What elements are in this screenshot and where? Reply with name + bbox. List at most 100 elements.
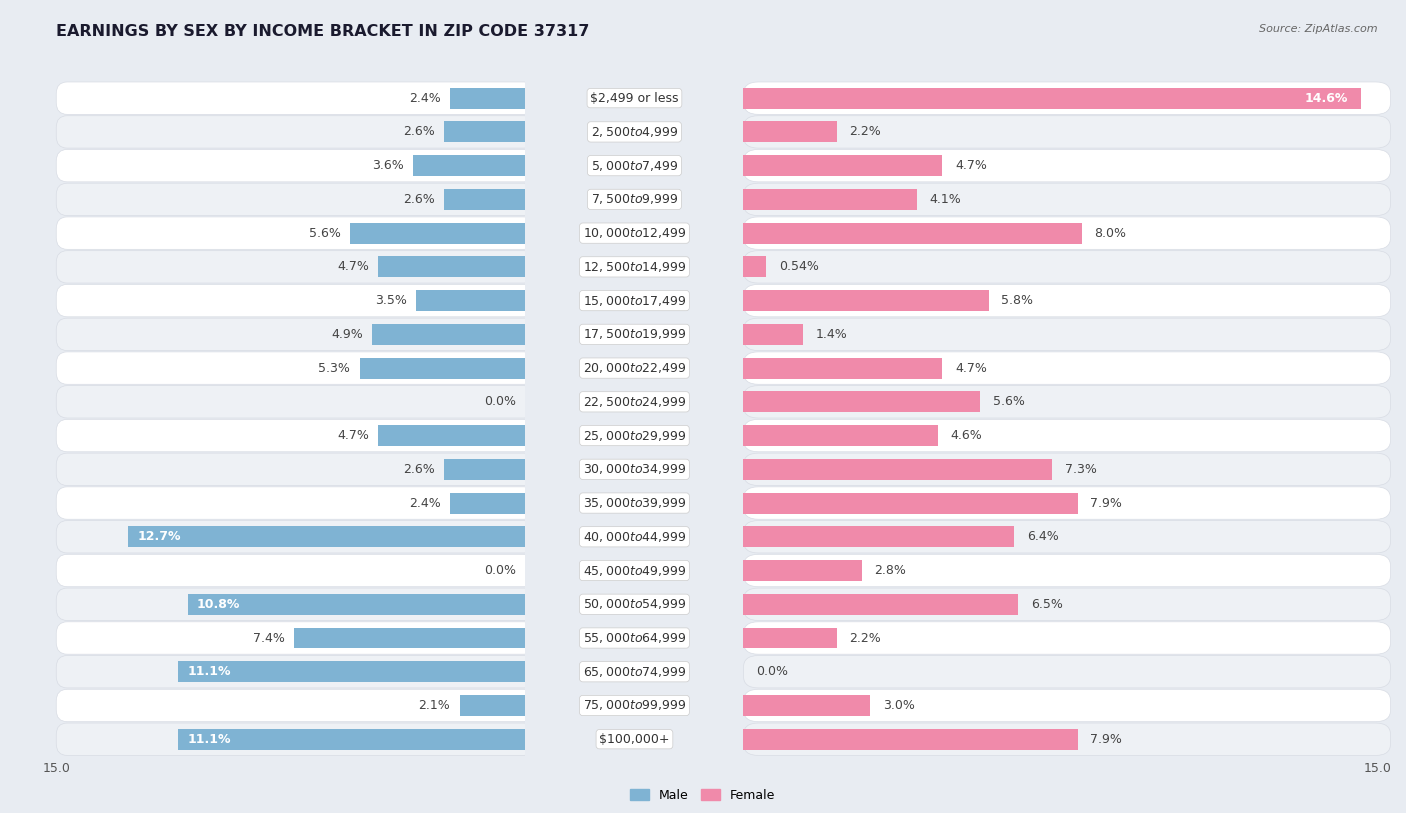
Text: 4.7%: 4.7%: [955, 159, 987, 172]
Text: 2.2%: 2.2%: [849, 125, 882, 138]
Bar: [744, 358, 942, 379]
Text: 1.4%: 1.4%: [815, 328, 848, 341]
Text: 6.5%: 6.5%: [1031, 598, 1063, 611]
Bar: [744, 324, 803, 345]
Text: 5.6%: 5.6%: [309, 227, 340, 240]
FancyBboxPatch shape: [56, 115, 534, 148]
FancyBboxPatch shape: [56, 655, 534, 688]
Bar: [187, 593, 526, 615]
Text: 5.8%: 5.8%: [1001, 294, 1033, 307]
Text: 12.7%: 12.7%: [138, 530, 181, 543]
Bar: [413, 155, 526, 176]
Bar: [744, 459, 1052, 480]
Text: 3.5%: 3.5%: [374, 294, 406, 307]
FancyBboxPatch shape: [744, 285, 1391, 317]
Text: 2.4%: 2.4%: [409, 497, 441, 510]
Text: 2.1%: 2.1%: [419, 699, 450, 712]
Text: $2,499 or less: $2,499 or less: [591, 92, 679, 105]
Text: 14.6%: 14.6%: [1305, 92, 1348, 105]
Bar: [744, 593, 1018, 615]
Text: 10.8%: 10.8%: [197, 598, 240, 611]
Text: 3.0%: 3.0%: [883, 699, 915, 712]
Bar: [444, 459, 526, 480]
Bar: [744, 223, 1081, 244]
Text: 2.6%: 2.6%: [404, 193, 434, 206]
Bar: [744, 628, 837, 649]
FancyBboxPatch shape: [56, 588, 534, 620]
FancyBboxPatch shape: [56, 723, 534, 755]
Text: 2.8%: 2.8%: [875, 564, 907, 577]
Bar: [179, 728, 526, 750]
Bar: [450, 88, 526, 109]
Bar: [744, 425, 938, 446]
Text: 4.7%: 4.7%: [337, 260, 368, 273]
Text: 0.0%: 0.0%: [484, 395, 516, 408]
FancyBboxPatch shape: [56, 352, 534, 385]
FancyBboxPatch shape: [56, 520, 534, 553]
Bar: [744, 189, 917, 210]
FancyBboxPatch shape: [56, 385, 534, 418]
Text: 5.6%: 5.6%: [993, 395, 1025, 408]
Text: 6.4%: 6.4%: [1026, 530, 1059, 543]
FancyBboxPatch shape: [744, 520, 1391, 553]
Bar: [128, 526, 526, 547]
Text: 11.1%: 11.1%: [187, 665, 231, 678]
FancyBboxPatch shape: [744, 115, 1391, 148]
FancyBboxPatch shape: [744, 655, 1391, 688]
FancyBboxPatch shape: [56, 420, 534, 452]
Bar: [744, 391, 980, 412]
Bar: [378, 256, 526, 277]
Text: 4.9%: 4.9%: [330, 328, 363, 341]
FancyBboxPatch shape: [744, 420, 1391, 452]
FancyBboxPatch shape: [56, 487, 534, 520]
Bar: [744, 493, 1077, 514]
Text: 4.7%: 4.7%: [955, 362, 987, 375]
Text: $10,000 to $12,499: $10,000 to $12,499: [582, 226, 686, 240]
Bar: [378, 425, 526, 446]
FancyBboxPatch shape: [744, 487, 1391, 520]
FancyBboxPatch shape: [56, 82, 534, 115]
FancyBboxPatch shape: [56, 217, 534, 250]
Text: 5.3%: 5.3%: [318, 362, 350, 375]
FancyBboxPatch shape: [744, 554, 1391, 587]
Text: 0.0%: 0.0%: [756, 665, 789, 678]
Text: 7.3%: 7.3%: [1064, 463, 1097, 476]
Text: 2.6%: 2.6%: [404, 463, 434, 476]
FancyBboxPatch shape: [744, 588, 1391, 620]
Text: $50,000 to $54,999: $50,000 to $54,999: [582, 598, 686, 611]
FancyBboxPatch shape: [56, 554, 534, 587]
FancyBboxPatch shape: [56, 285, 534, 317]
FancyBboxPatch shape: [744, 82, 1391, 115]
Text: $22,500 to $24,999: $22,500 to $24,999: [582, 395, 686, 409]
FancyBboxPatch shape: [744, 183, 1391, 215]
Text: $55,000 to $64,999: $55,000 to $64,999: [582, 631, 686, 645]
Bar: [294, 628, 526, 649]
Text: $12,500 to $14,999: $12,500 to $14,999: [582, 260, 686, 274]
Text: $25,000 to $29,999: $25,000 to $29,999: [583, 428, 686, 442]
FancyBboxPatch shape: [56, 183, 534, 215]
Text: $15,000 to $17,499: $15,000 to $17,499: [582, 293, 686, 307]
FancyBboxPatch shape: [744, 318, 1391, 350]
Bar: [373, 324, 526, 345]
Text: 0.0%: 0.0%: [484, 564, 516, 577]
Bar: [744, 560, 862, 581]
Bar: [744, 290, 988, 311]
FancyBboxPatch shape: [744, 622, 1391, 654]
Legend: Male, Female: Male, Female: [626, 784, 780, 806]
Text: 3.6%: 3.6%: [371, 159, 404, 172]
Bar: [744, 728, 1077, 750]
Text: $45,000 to $49,999: $45,000 to $49,999: [582, 563, 686, 577]
Text: Source: ZipAtlas.com: Source: ZipAtlas.com: [1260, 24, 1378, 34]
FancyBboxPatch shape: [56, 250, 534, 283]
Text: 7.4%: 7.4%: [253, 632, 284, 645]
Bar: [179, 661, 526, 682]
Bar: [444, 121, 526, 142]
Bar: [744, 155, 942, 176]
Bar: [450, 493, 526, 514]
Bar: [444, 189, 526, 210]
FancyBboxPatch shape: [744, 453, 1391, 485]
Text: 4.1%: 4.1%: [929, 193, 962, 206]
Text: $100,000+: $100,000+: [599, 733, 669, 746]
FancyBboxPatch shape: [744, 217, 1391, 250]
Text: 0.54%: 0.54%: [779, 260, 818, 273]
